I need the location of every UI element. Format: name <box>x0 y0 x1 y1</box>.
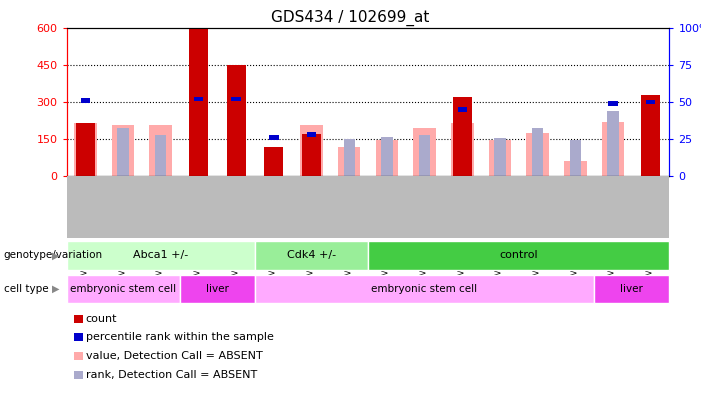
Bar <box>111 126 135 176</box>
Bar <box>149 126 172 176</box>
Bar <box>494 138 505 176</box>
Bar <box>338 147 360 176</box>
Text: cell type: cell type <box>4 284 48 294</box>
Bar <box>81 98 90 103</box>
Text: embryonic stem cell: embryonic stem cell <box>70 284 176 294</box>
Text: count: count <box>86 314 117 324</box>
Bar <box>381 137 393 176</box>
Bar <box>646 100 655 104</box>
Bar <box>368 241 669 270</box>
Bar <box>601 122 624 176</box>
Bar <box>67 241 255 270</box>
Text: Abca1 +/-: Abca1 +/- <box>133 250 189 261</box>
Bar <box>302 134 321 176</box>
Bar <box>564 161 587 176</box>
Bar <box>255 275 594 303</box>
Bar <box>489 140 511 176</box>
Bar <box>453 97 472 176</box>
Bar <box>607 110 618 176</box>
Bar <box>343 139 355 176</box>
Bar <box>255 241 368 270</box>
Bar <box>155 135 166 176</box>
Text: value, Detection Call = ABSENT: value, Detection Call = ABSENT <box>86 351 262 361</box>
Bar <box>608 101 618 106</box>
Bar <box>456 112 468 176</box>
Bar <box>179 275 255 303</box>
Bar <box>264 147 283 176</box>
Bar <box>300 126 322 176</box>
Text: GDS434 / 102699_at: GDS434 / 102699_at <box>271 10 430 26</box>
Text: Cdk4 +/-: Cdk4 +/- <box>287 250 336 261</box>
Bar <box>451 123 473 176</box>
Text: percentile rank within the sample: percentile rank within the sample <box>86 332 273 343</box>
Text: ▶: ▶ <box>52 250 60 261</box>
Bar <box>641 95 660 176</box>
Bar <box>645 103 656 176</box>
Bar <box>458 107 467 112</box>
Bar <box>532 128 543 176</box>
Bar <box>307 132 316 137</box>
Bar <box>306 135 317 176</box>
Text: embryonic stem cell: embryonic stem cell <box>372 284 477 294</box>
Bar <box>80 127 91 176</box>
Bar <box>419 135 430 176</box>
Bar <box>76 123 95 176</box>
Text: genotype/variation: genotype/variation <box>4 250 102 261</box>
Bar <box>67 275 179 303</box>
Bar <box>376 140 398 176</box>
Bar <box>193 97 203 101</box>
Bar <box>526 133 549 176</box>
Text: ▶: ▶ <box>52 284 60 294</box>
Bar <box>189 29 208 176</box>
Bar <box>570 139 581 176</box>
Text: control: control <box>499 250 538 261</box>
Bar <box>118 128 129 176</box>
Text: liver: liver <box>206 284 229 294</box>
Bar <box>594 275 669 303</box>
Text: rank, Detection Call = ABSENT: rank, Detection Call = ABSENT <box>86 369 257 380</box>
Bar <box>269 135 278 140</box>
Bar <box>413 128 436 176</box>
Text: liver: liver <box>620 284 644 294</box>
Bar <box>231 97 241 101</box>
Bar <box>74 123 97 176</box>
Bar <box>226 65 245 176</box>
